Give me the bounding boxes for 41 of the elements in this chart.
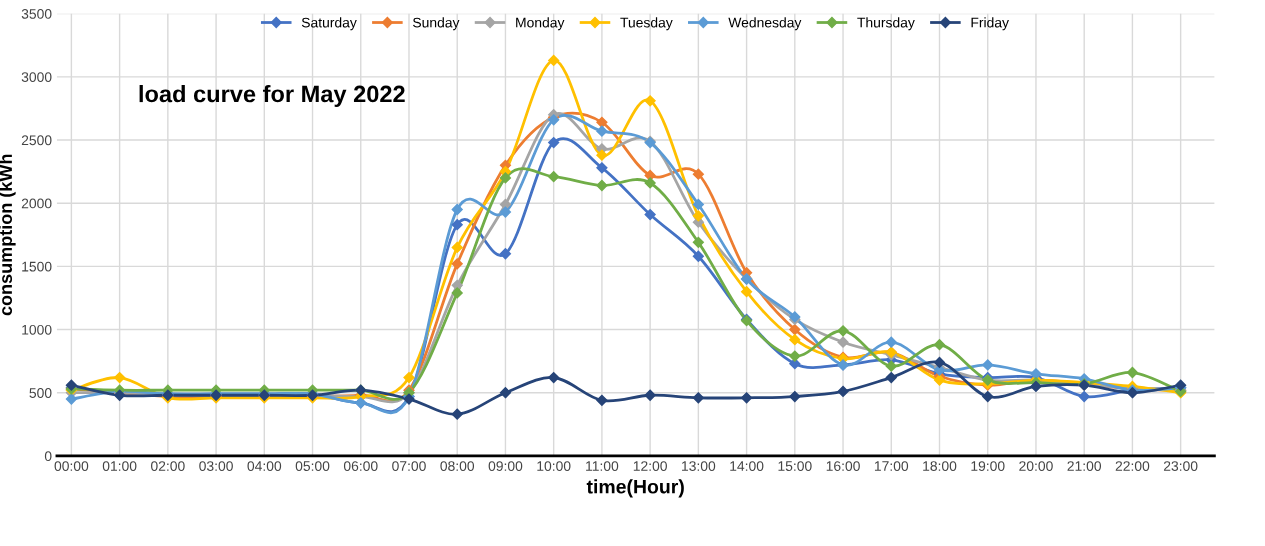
x-tick-label: 16:00 [826, 461, 860, 471]
legend-label: Sunday [413, 17, 460, 31]
y-tick-label: 1000 [22, 324, 52, 335]
legend-label: Thursday [857, 17, 915, 31]
x-tick-label: 14:00 [730, 461, 764, 471]
x-tick-label: 08:00 [440, 461, 475, 471]
x-tick-label: 21:00 [1067, 461, 1102, 471]
x-tick-label: 01:00 [102, 461, 137, 471]
x-tick-label: 06:00 [343, 461, 378, 471]
x-tick-label: 15:00 [778, 461, 812, 471]
x-tick-label: 04:00 [247, 461, 282, 471]
x-tick-label: 10:00 [537, 461, 571, 471]
text: load curve for May 2022 [139, 84, 405, 107]
x-tick-label: 11:00 [586, 461, 619, 471]
legend-label: Saturday [301, 17, 357, 31]
x-tick-label: 03:00 [199, 461, 233, 471]
legend-label: Wednesday [728, 17, 802, 31]
x-tick-label: 09:00 [488, 461, 523, 471]
y-tick-label: 500 [29, 388, 52, 398]
x-tick-label: 17:00 [874, 461, 909, 471]
y-tick-label: 2500 [21, 135, 52, 146]
y-tick-label: 3000 [21, 72, 52, 82]
x-tick-label: 02:00 [151, 461, 185, 471]
x-tick-label: 00:00 [54, 461, 89, 471]
legend-label: Friday [971, 17, 1009, 31]
y-tick-label: 0 [44, 451, 52, 462]
x-tick-label: 13:00 [682, 461, 716, 471]
y-tick-label: 2000 [21, 198, 52, 209]
x-tick-label: 18:00 [923, 461, 957, 471]
x-tick-label: 23:00 [1163, 461, 1198, 471]
x-tick-label: 22:00 [1115, 461, 1150, 471]
x-tick-label: 05:00 [295, 461, 330, 471]
y-tick-label: 3500 [21, 8, 52, 19]
x-tick-label: 07:00 [392, 461, 426, 471]
legend-label: Tuesday [620, 17, 673, 31]
x-tick-label: 19:00 [971, 461, 1005, 471]
x-tick-label: 20:00 [1019, 461, 1053, 471]
x-axis-title: time(Hour) [586, 479, 684, 498]
y-tick-label: 1500 [22, 261, 52, 272]
x-tick-label: 12:00 [633, 461, 667, 471]
legend-label: Monday [516, 17, 565, 31]
